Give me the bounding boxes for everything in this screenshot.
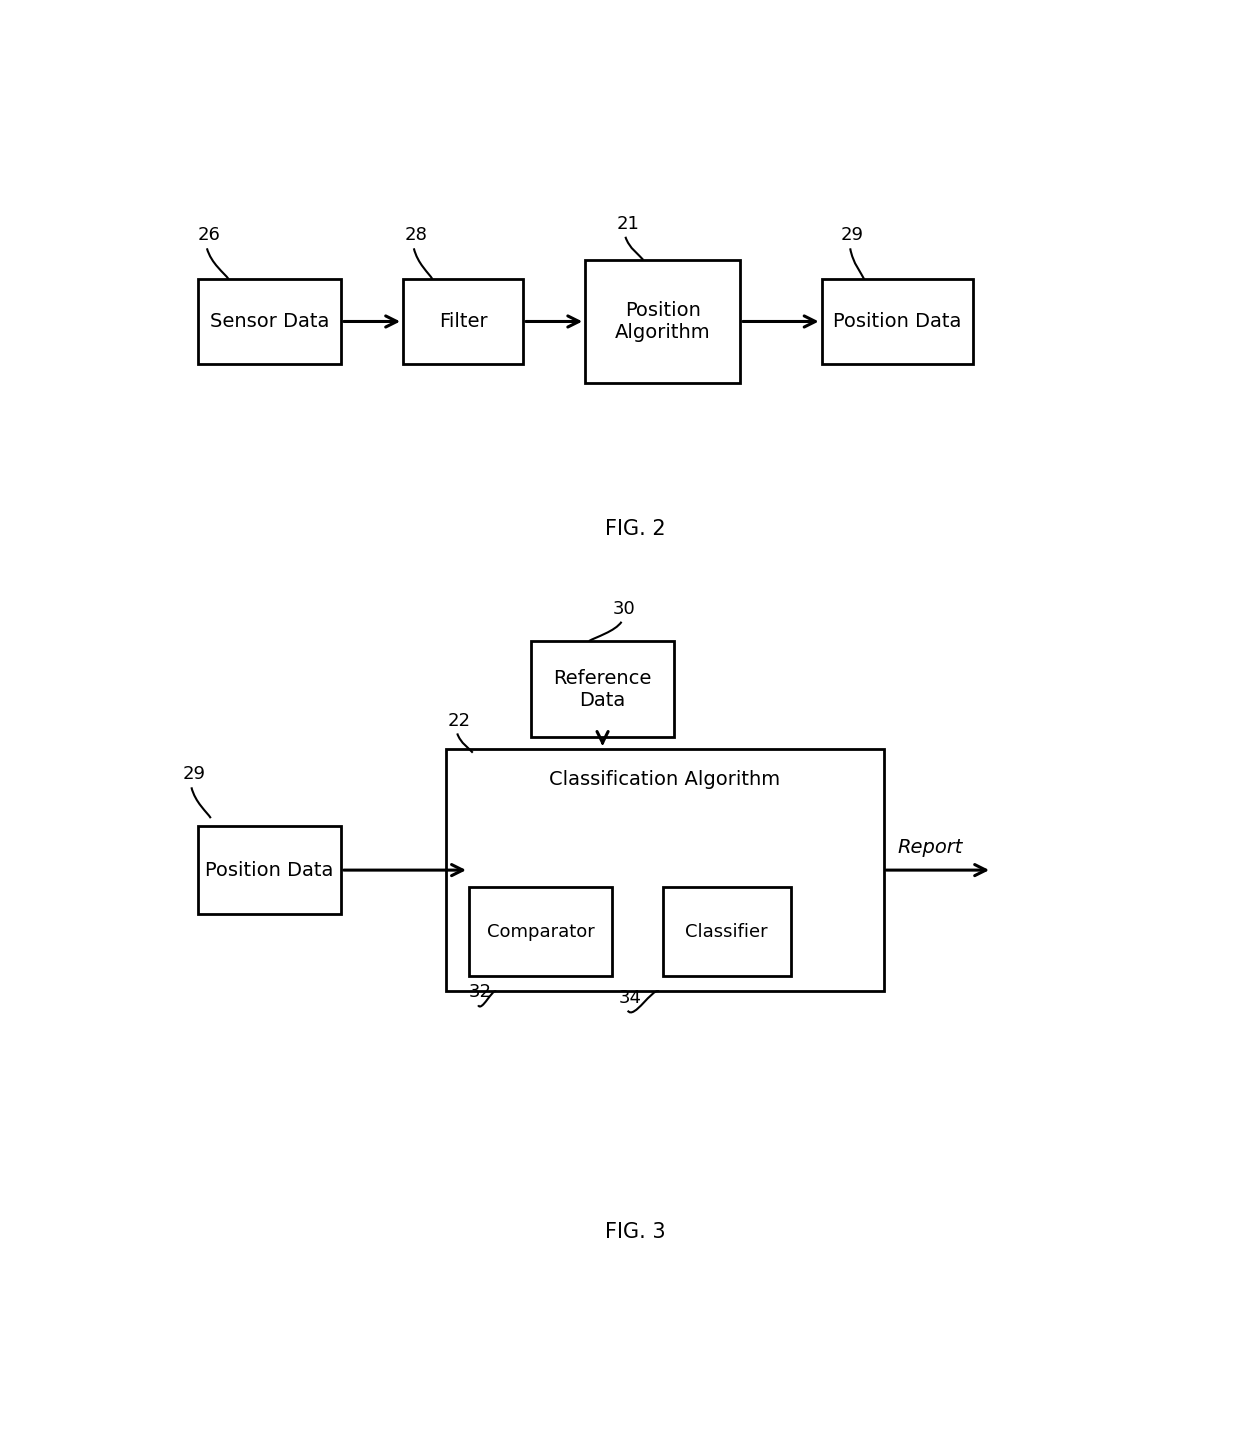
Text: Position Data: Position Data xyxy=(205,861,334,880)
Text: Reference
Data: Reference Data xyxy=(553,669,652,709)
FancyBboxPatch shape xyxy=(403,279,523,363)
Text: 21: 21 xyxy=(616,216,639,233)
FancyBboxPatch shape xyxy=(197,826,341,915)
Text: 30: 30 xyxy=(613,601,635,618)
Text: Classifier: Classifier xyxy=(686,923,768,941)
FancyBboxPatch shape xyxy=(531,641,675,738)
Text: 26: 26 xyxy=(197,227,221,245)
FancyBboxPatch shape xyxy=(197,279,341,363)
FancyBboxPatch shape xyxy=(821,279,972,363)
Text: Position
Algorithm: Position Algorithm xyxy=(615,301,711,341)
FancyBboxPatch shape xyxy=(662,887,791,975)
Text: Classification Algorithm: Classification Algorithm xyxy=(549,770,780,790)
Text: Sensor Data: Sensor Data xyxy=(210,313,329,331)
FancyBboxPatch shape xyxy=(445,750,883,991)
Text: 34: 34 xyxy=(619,988,641,1007)
Text: 32: 32 xyxy=(469,984,492,1001)
Text: 28: 28 xyxy=(404,227,428,245)
Text: FIG. 3: FIG. 3 xyxy=(605,1223,666,1243)
Text: 22: 22 xyxy=(448,712,471,729)
Text: Position Data: Position Data xyxy=(833,313,961,331)
Text: 29: 29 xyxy=(841,227,864,245)
Text: 29: 29 xyxy=(182,765,205,783)
FancyBboxPatch shape xyxy=(469,887,613,975)
Text: FIG. 2: FIG. 2 xyxy=(605,519,666,540)
Text: Report: Report xyxy=(898,838,962,857)
FancyBboxPatch shape xyxy=(585,260,740,383)
Text: Filter: Filter xyxy=(439,313,487,331)
Text: Comparator: Comparator xyxy=(486,923,594,941)
